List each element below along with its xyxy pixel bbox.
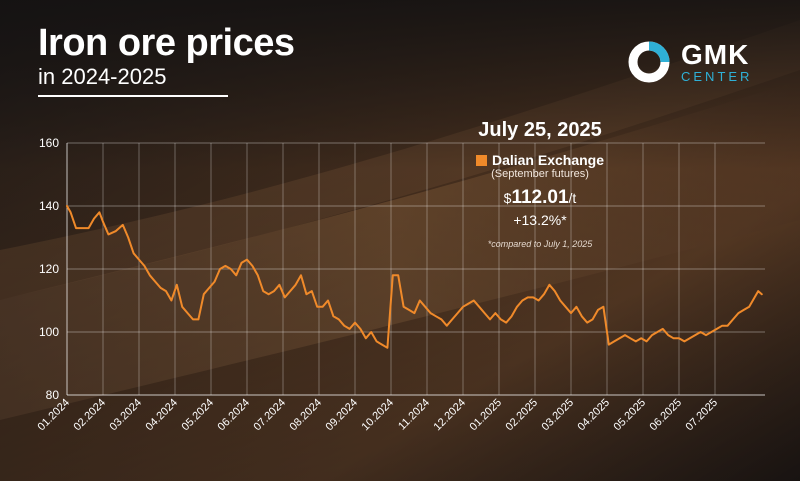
series-group: [66, 205, 763, 349]
series-line: [66, 205, 763, 349]
x-tick-label: 09.2024: [324, 397, 361, 434]
y-tick-label: 140: [39, 199, 59, 213]
y-axis: 80 100 120 140 160: [39, 136, 765, 402]
x-tick-label: 01.2025: [468, 397, 505, 434]
chart-subtitle: in 2024-2025: [38, 64, 167, 89]
callout-price: $112.01/t: [440, 187, 640, 208]
price-callout: July 25, 2025 Dalian Exchange (September…: [440, 118, 640, 249]
x-tick-label: 11.2024: [396, 397, 432, 433]
y-tick-label: 120: [39, 262, 59, 276]
price-value: 112.01: [511, 187, 569, 208]
logo-text: GMK: [681, 39, 750, 70]
logo-tagline: CENTER: [681, 69, 753, 84]
y-tick-label: 100: [39, 325, 59, 339]
x-tick-label: 04.2024: [144, 397, 181, 434]
x-tick-label: 06.2025: [648, 397, 685, 434]
x-tick-label: 02.2025: [504, 397, 541, 434]
legend-swatch: [475, 155, 487, 166]
gmk-ring-logo-icon: [628, 41, 670, 83]
x-tick-label: 07.2024: [252, 397, 289, 434]
x-tick-label: 05.2024: [180, 397, 217, 434]
y-tick-label: 160: [39, 136, 59, 150]
x-tick-label: 01.2024: [36, 397, 73, 434]
legend-label: Dalian Exchange: [491, 152, 605, 168]
chart-title: Iron ore prices: [38, 22, 295, 64]
x-tick-label: 12.2024: [432, 397, 469, 434]
callout-footnote: *compared to July 1, 2025: [487, 239, 593, 249]
x-tick-label: 10.2024: [360, 397, 397, 434]
x-tick-label: 03.2024: [108, 397, 145, 434]
x-tick-label: 06.2024: [216, 397, 253, 434]
callout-change: +13.2%*: [513, 212, 567, 228]
x-tick-label: 03.2025: [540, 397, 577, 434]
callout-exchange: Dalian Exchange: [440, 152, 640, 168]
x-tick-label: 02.2024: [72, 397, 109, 434]
x-tick-label: 04.2025: [576, 397, 613, 434]
price-currency: $: [503, 190, 512, 206]
x-tick-label: 07.2025: [684, 397, 721, 434]
price-unit: /t: [568, 190, 577, 206]
title-underline: [38, 95, 228, 97]
callout-contract: (September futures): [491, 168, 589, 180]
x-tick-label: 05.2025: [612, 397, 649, 434]
y-tick-label: 80: [46, 388, 60, 402]
x-tick-label: 08.2024: [288, 397, 325, 434]
gmk-center-logo: GMK CENTER: [627, 40, 777, 88]
callout-date: July 25, 2025: [478, 119, 602, 141]
